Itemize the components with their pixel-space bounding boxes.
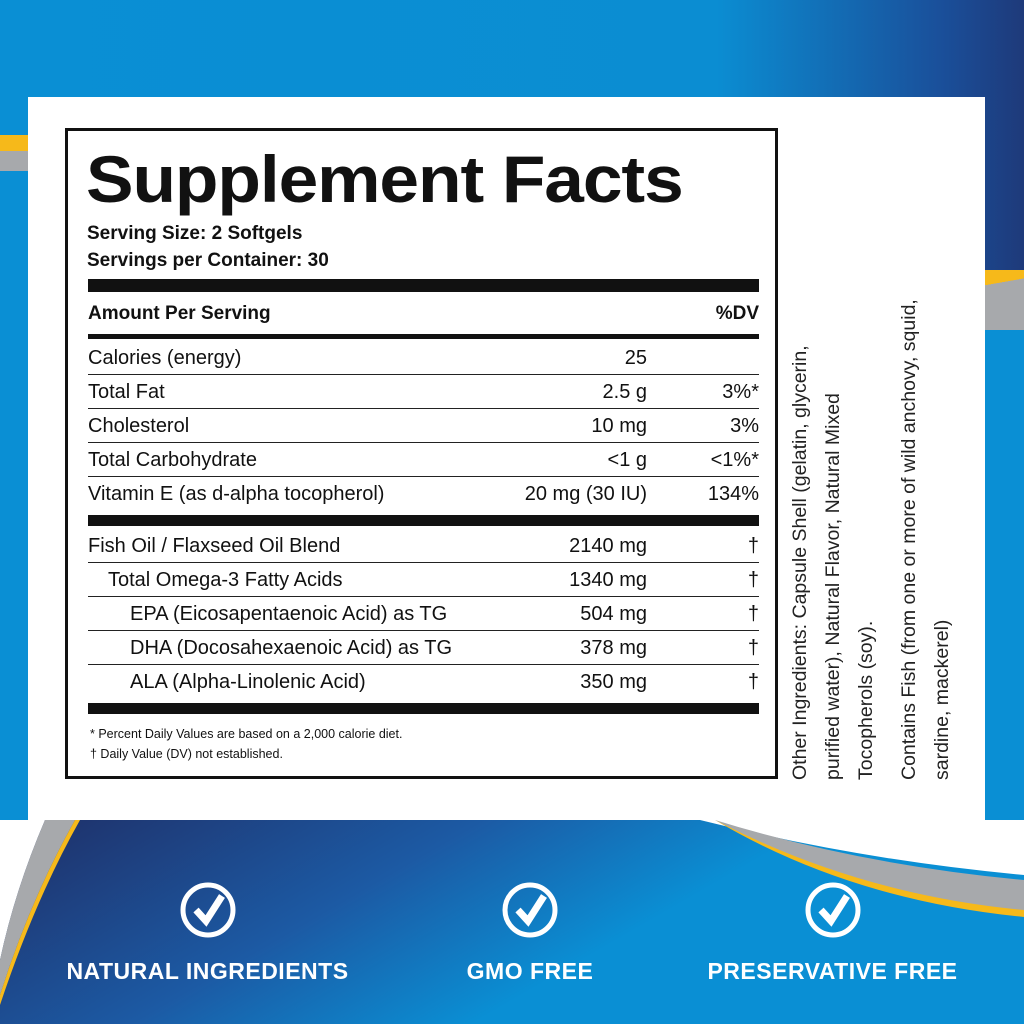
footnote-dv-not-established: † Daily Value (DV) not established. bbox=[90, 747, 283, 761]
serving-size: Serving Size: 2 Softgels bbox=[87, 223, 303, 244]
nutrient-row: Total Carbohydrate <1 g <1%* bbox=[88, 443, 759, 477]
ingredient-dv: † bbox=[747, 535, 759, 557]
nutrient-amount: 20 mg (30 IU) bbox=[524, 483, 647, 505]
nutrient-row: Cholesterol 10 mg 3% bbox=[88, 409, 759, 443]
allergen-line: sardine, mackerel) bbox=[931, 619, 953, 780]
ingredient-amount: 504 mg bbox=[580, 603, 647, 625]
blend-row: EPA (Eicosapentaenoic Acid) as TG 504 mg † bbox=[88, 597, 759, 631]
side-text: Other Ingredients: Capsule Shell (gelati… bbox=[784, 118, 974, 780]
badge-natural-ingredients: NATURAL INGREDIENTS bbox=[40, 880, 375, 985]
nutrient-name: Calories (energy) bbox=[88, 347, 242, 369]
nutrient-name: Total Fat bbox=[88, 381, 165, 403]
servings-per-container: Servings per Container: 30 bbox=[87, 250, 329, 271]
ingredient-dv: † bbox=[747, 603, 759, 625]
other-ingredients-line: Tocopherols (soy). bbox=[855, 620, 877, 780]
nutrient-dv: <1%* bbox=[710, 449, 759, 471]
nutrient-amount: <1 g bbox=[607, 449, 647, 471]
bottom-banner bbox=[0, 820, 1024, 1024]
ingredient-dv: † bbox=[747, 569, 759, 591]
nutrient-name: Vitamin E (as d-alpha tocopherol) bbox=[88, 483, 385, 505]
badge-label: PRESERVATIVE FREE bbox=[707, 958, 958, 984]
allergen-line: Contains Fish (from one or more of wild … bbox=[898, 299, 920, 780]
ingredient-name: ALA (Alpha-Linolenic Acid) bbox=[130, 671, 366, 693]
ingredient-amount: 1340 mg bbox=[569, 569, 647, 591]
nutrient-amount: 10 mg bbox=[591, 415, 647, 437]
ingredient-name: Fish Oil / Flaxseed Oil Blend bbox=[88, 535, 341, 557]
ingredient-name: Total Omega-3 Fatty Acids bbox=[108, 569, 343, 591]
other-ingredients-line: Other Ingredients: Capsule Shell (gelati… bbox=[789, 345, 811, 780]
ingredient-amount: 350 mg bbox=[580, 671, 647, 693]
nutrient-row: Total Fat 2.5 g 3%* bbox=[88, 375, 759, 409]
ingredient-name: DHA (Docosahexaenoic Acid) as TG bbox=[130, 637, 453, 659]
nutrient-dv: 3% bbox=[730, 415, 759, 437]
nutrient-name: Total Carbohydrate bbox=[88, 449, 257, 471]
nutrient-amount: 25 bbox=[624, 347, 647, 369]
ingredient-name: EPA (Eicosapentaenoic Acid) as TG bbox=[130, 603, 448, 625]
amount-header-row: Amount Per Serving %DV bbox=[88, 303, 759, 325]
blend-row: DHA (Docosahexaenoic Acid) as TG 378 mg † bbox=[88, 631, 759, 665]
label-title: Supplement Facts bbox=[86, 142, 684, 216]
medium-divider bbox=[88, 334, 759, 339]
ingredient-amount: 378 mg bbox=[580, 637, 647, 659]
check-circle-icon bbox=[805, 882, 860, 938]
badge-label: GMO FREE bbox=[466, 958, 594, 984]
blend-row: ALA (Alpha-Linolenic Acid) 350 mg † bbox=[88, 665, 759, 699]
badge-preservative-free: PRESERVATIVE FREE bbox=[680, 880, 985, 985]
nutrient-row: Vitamin E (as d-alpha tocopherol) 20 mg (… bbox=[88, 477, 759, 511]
nutrient-dv: 134% bbox=[707, 483, 759, 505]
other-ingredients-line: purified water), Natural Flavor, Natural… bbox=[822, 393, 844, 780]
ingredient-amount: 2140 mg bbox=[569, 535, 647, 557]
ingredient-dv: † bbox=[747, 671, 759, 693]
footnote-percent-dv: * Percent Daily Values are based on a 2,… bbox=[90, 727, 403, 741]
thick-divider bbox=[88, 703, 759, 714]
badge-label: NATURAL INGREDIENTS bbox=[66, 958, 349, 984]
check-circle-icon bbox=[502, 882, 558, 938]
badge-gmo-free: GMO FREE bbox=[430, 880, 630, 985]
blend-row: Fish Oil / Flaxseed Oil Blend 2140 mg † bbox=[88, 529, 759, 563]
blend-row: Total Omega-3 Fatty Acids 1340 mg † bbox=[88, 563, 759, 597]
supplement-facts-label: Supplement Facts Serving Size: 2 Softgel… bbox=[65, 128, 778, 779]
nutrient-name: Cholesterol bbox=[88, 415, 190, 437]
thick-divider bbox=[88, 515, 759, 526]
thick-divider bbox=[88, 279, 759, 292]
ingredient-dv: † bbox=[747, 637, 759, 659]
nutrient-amount: 2.5 g bbox=[602, 381, 647, 403]
banner-swoosh bbox=[0, 820, 1024, 1005]
amount-per-serving: Amount Per Serving bbox=[88, 303, 271, 324]
nutrient-dv: 3%* bbox=[722, 381, 759, 403]
check-circle-icon bbox=[180, 882, 235, 938]
dv-header: %DV bbox=[715, 303, 759, 324]
nutrient-row: Calories (energy) 25 bbox=[88, 341, 759, 375]
